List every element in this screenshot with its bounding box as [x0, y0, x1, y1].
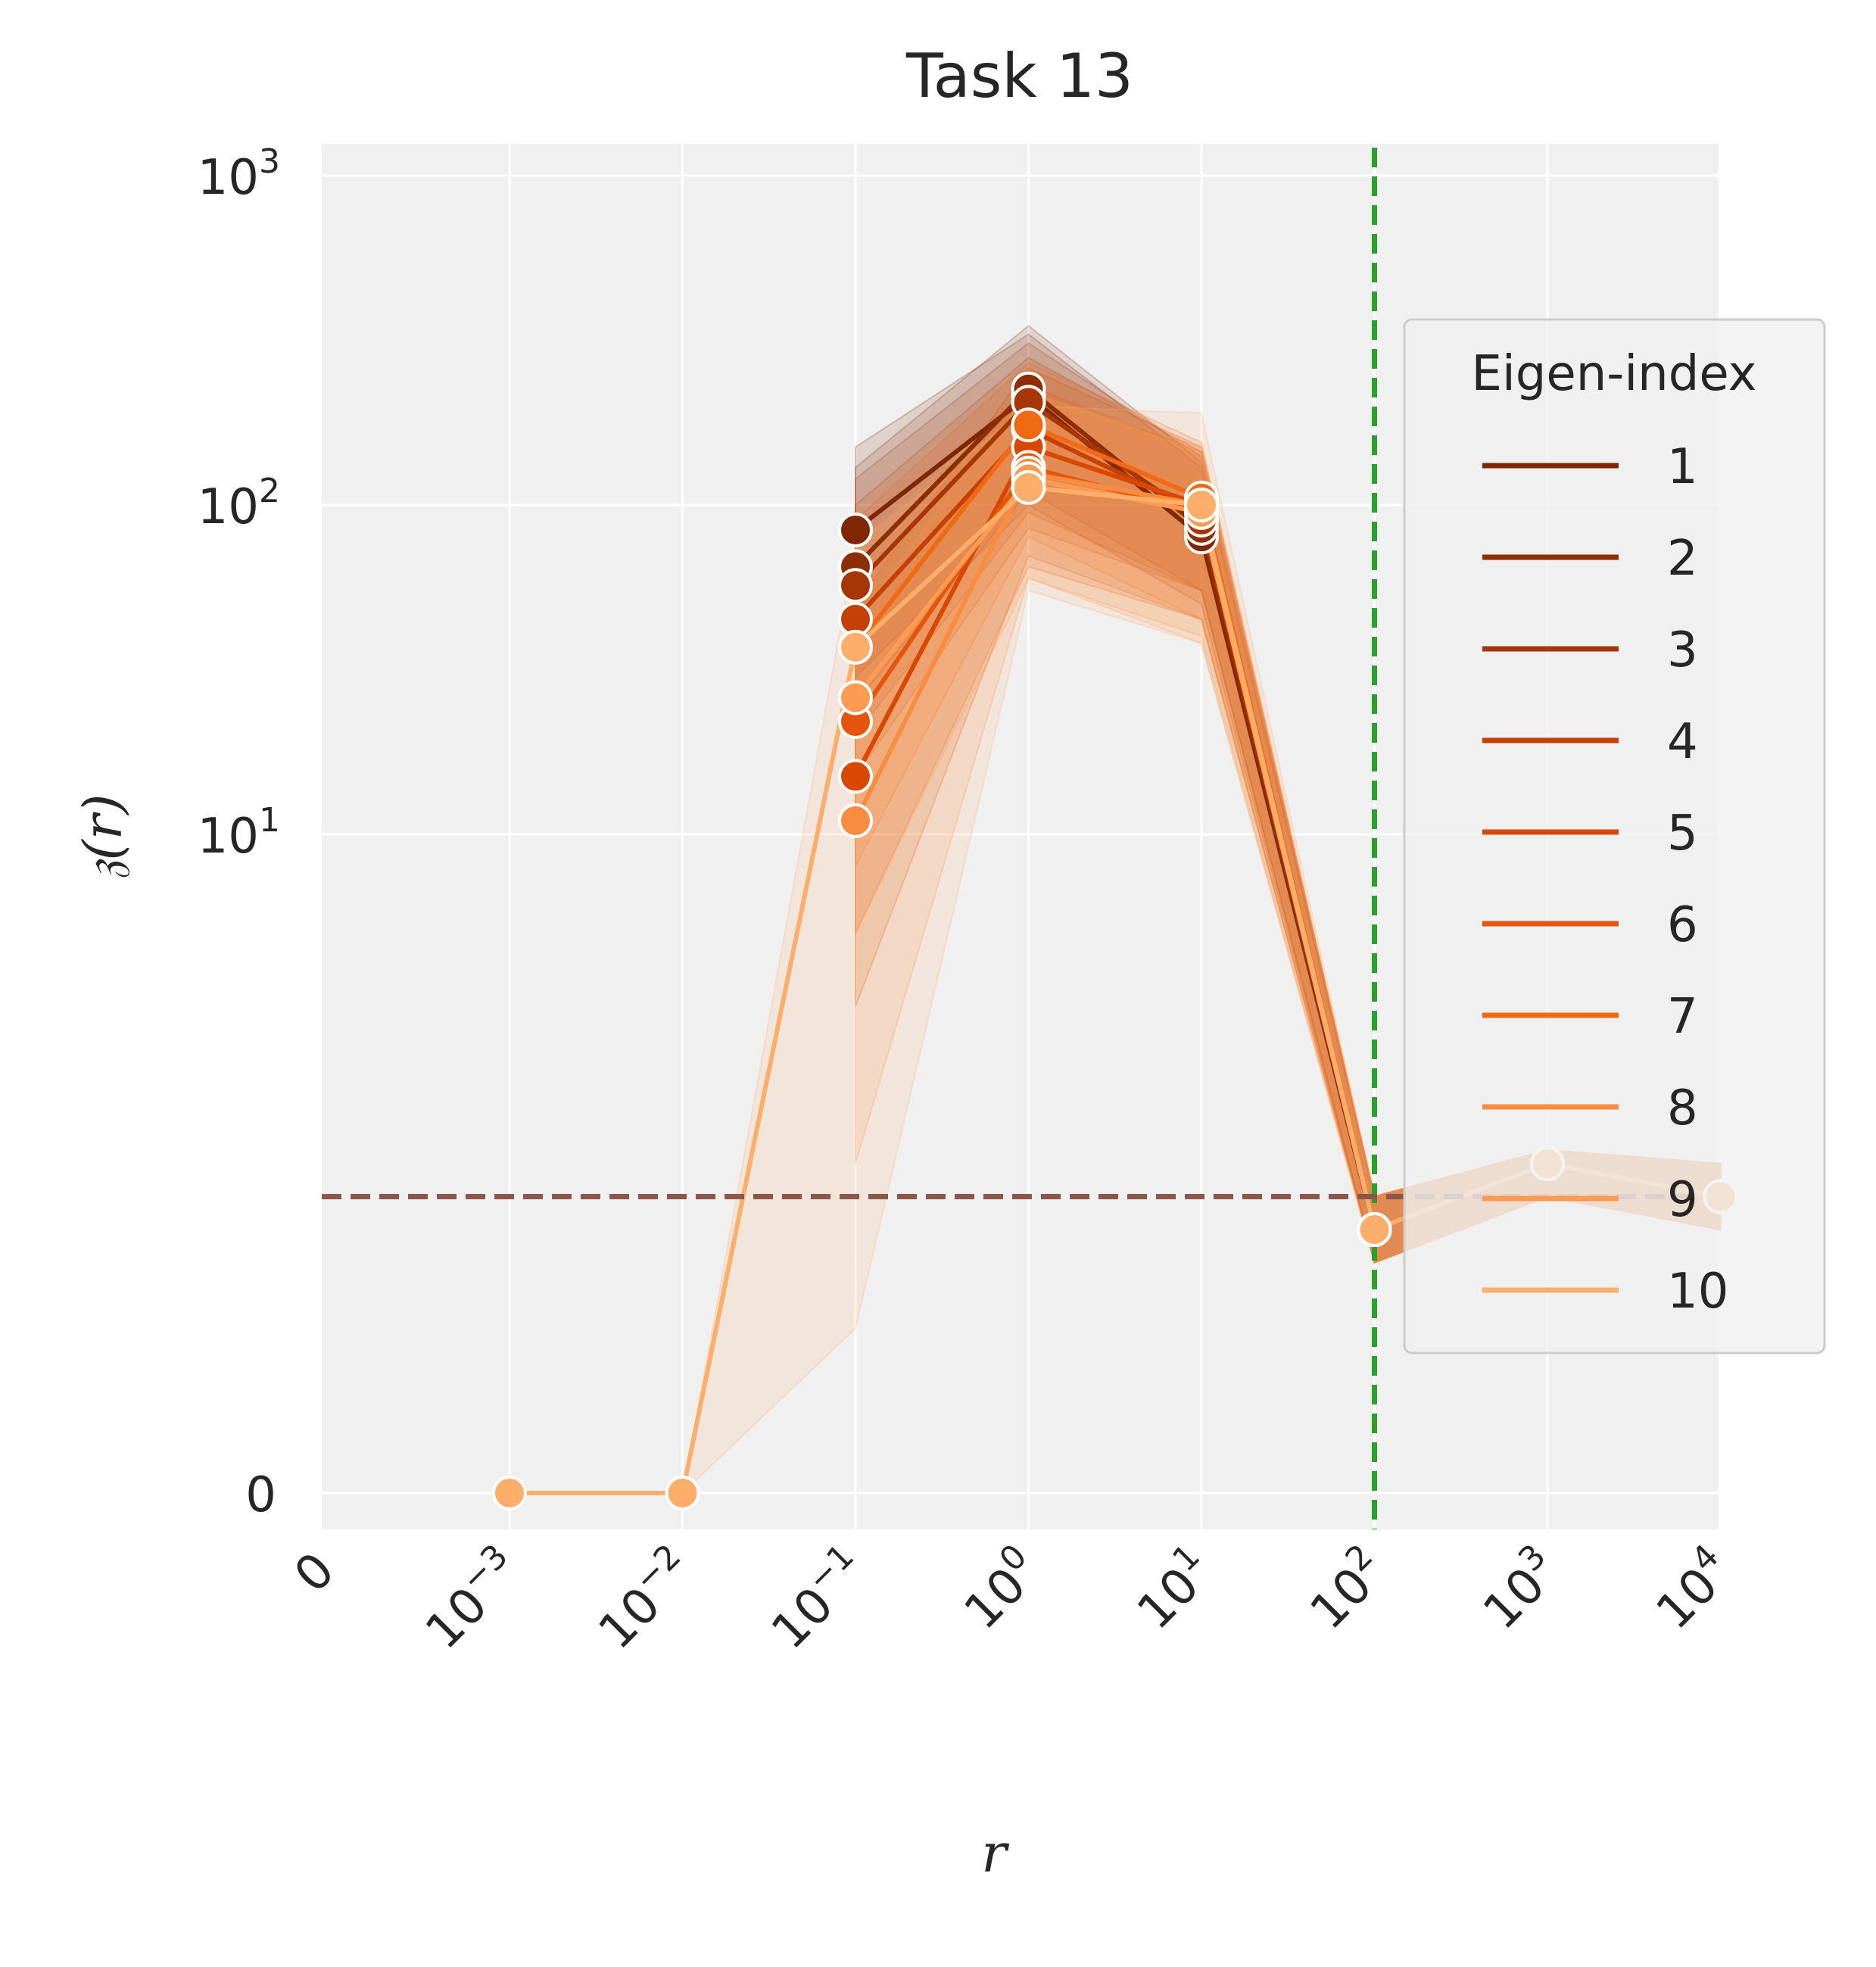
y-axis-label: 𝔷(r): [72, 794, 134, 880]
legend-label-7: 7: [1667, 989, 1698, 1045]
legend: Eigen-index 1 2 3 4 5 6 7 8 9 10: [1403, 318, 1826, 1354]
series-point-5: [838, 759, 873, 794]
legend-label-9: 9: [1667, 1172, 1698, 1228]
x-tick-label: 10−3: [410, 1537, 533, 1660]
legend-label-4: 4: [1667, 714, 1698, 770]
y-tick-label: 101: [198, 801, 280, 865]
x-axis-label: r: [981, 1822, 1009, 1884]
y-tick-label: 102: [198, 472, 280, 535]
series-point-10: [665, 1476, 700, 1510]
series-point-10: [492, 1476, 527, 1510]
legend-label-3: 3: [1667, 622, 1698, 678]
series-point-7: [1011, 407, 1046, 443]
legend-label-5: 5: [1667, 806, 1698, 862]
series-point-10: [1184, 488, 1219, 522]
series-point-3: [838, 568, 873, 603]
x-tick-label: 100: [949, 1537, 1052, 1641]
series-point-1: [838, 512, 873, 547]
legend-box: [1403, 318, 1826, 1354]
legend-label-6: 6: [1667, 897, 1698, 953]
legend-items: 1 2 3 4 5 6 7 8 9 10: [1482, 439, 1728, 1320]
series-point-9: [838, 680, 873, 715]
y-tick-label: 103: [198, 142, 280, 206]
legend-label-2: 2: [1667, 531, 1698, 587]
x-tick-label: 104: [1641, 1537, 1744, 1641]
chart-title: Task 13: [905, 41, 1133, 111]
y-tick-label: 0: [245, 1467, 276, 1523]
series-point-10: [838, 629, 873, 665]
series-point-8: [838, 803, 873, 838]
x-tick-label: 10−2: [583, 1537, 706, 1660]
legend-label-1: 1: [1667, 439, 1698, 495]
x-tick-label: 102: [1295, 1537, 1398, 1641]
legend-title: Eigen-index: [1472, 346, 1757, 402]
legend-label-10: 10: [1667, 1264, 1728, 1320]
x-tick-label: 10−1: [756, 1537, 879, 1660]
x-tick-label: 103: [1468, 1537, 1572, 1641]
series-point-10: [1357, 1212, 1392, 1247]
legend-label-8: 8: [1667, 1080, 1698, 1136]
series-point-10: [1011, 469, 1046, 505]
x-axis-ticks: 0 10−3 10−2 10−1 100 101 102 103 104: [284, 1537, 1744, 1660]
x-tick-label: 0: [284, 1542, 345, 1604]
x-tick-label: 101: [1122, 1537, 1226, 1641]
